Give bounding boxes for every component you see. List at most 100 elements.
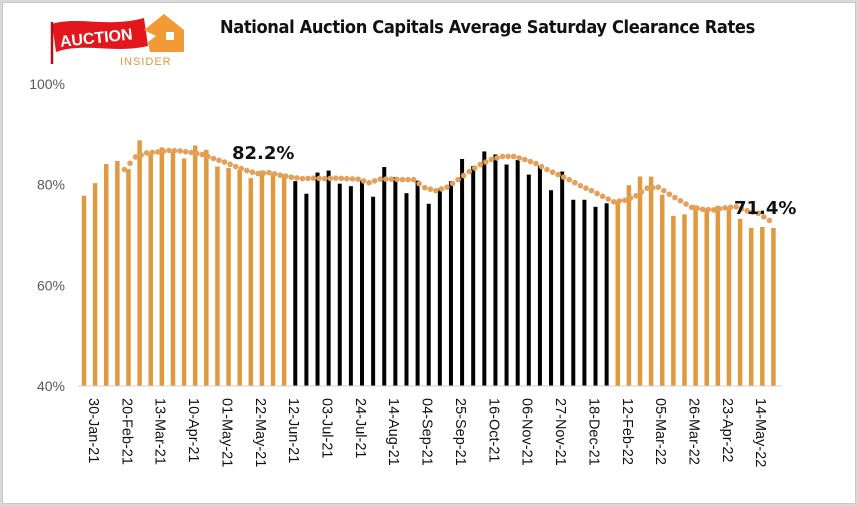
x-tick-label: 12-Jun-21 — [285, 398, 301, 463]
trend-point — [193, 150, 200, 157]
bar — [448, 181, 453, 386]
trend-point — [271, 171, 278, 177]
house-window-icon — [166, 32, 174, 40]
trend-point — [371, 178, 378, 184]
trend-point — [722, 205, 728, 211]
bar — [137, 140, 142, 386]
bar — [326, 170, 331, 386]
trend-point — [633, 192, 639, 199]
trend-point — [155, 149, 161, 155]
trend-point — [599, 193, 606, 200]
bar — [159, 147, 165, 386]
bar — [115, 161, 120, 386]
x-tick-label: 05-Mar-22 — [652, 398, 668, 465]
bar — [504, 164, 509, 386]
trend-point — [638, 189, 645, 195]
bar — [482, 151, 487, 386]
bar — [337, 183, 342, 386]
bar — [226, 168, 231, 386]
trend-point — [494, 155, 500, 161]
trend-point — [594, 190, 600, 197]
x-tick-label: 16-Oct-21 — [485, 398, 501, 462]
trend-point — [299, 175, 306, 182]
bar — [537, 165, 542, 386]
bar — [593, 206, 598, 386]
trend-point — [622, 197, 628, 204]
trend-point — [761, 214, 767, 220]
trend-point — [416, 180, 422, 187]
x-tick-label: 06-Nov-21 — [519, 398, 535, 466]
trend-point — [388, 176, 395, 182]
bar — [248, 178, 254, 386]
bar — [637, 176, 643, 386]
trend-point — [605, 196, 611, 202]
trend-point — [577, 182, 584, 189]
bar — [148, 154, 153, 386]
trend-point — [483, 159, 489, 165]
bar — [571, 199, 576, 386]
trend-point — [555, 171, 561, 178]
x-tick-label: 24-Jul-21 — [352, 398, 368, 458]
x-tick-label: 30-Jan-21 — [85, 398, 101, 463]
trend-point — [683, 201, 689, 207]
bar — [704, 208, 709, 386]
trend-point — [221, 159, 228, 165]
trend-point — [232, 163, 239, 170]
bar — [270, 174, 276, 386]
bar — [415, 180, 420, 386]
chart-title: National Auction Capitals Average Saturd… — [220, 18, 755, 38]
y-tick-label: 80% — [37, 177, 65, 193]
value-annotation: 82.2% — [232, 143, 294, 164]
trend-point — [572, 179, 578, 186]
trend-point — [471, 165, 478, 171]
trend-point — [349, 176, 356, 182]
logo-flag — [52, 18, 148, 52]
trend-point — [460, 172, 467, 179]
trend-point — [205, 153, 211, 160]
y-axis: 40% 60% 80% 100% — [29, 76, 65, 394]
bar — [493, 154, 498, 386]
trend-point — [527, 158, 534, 165]
trend-point — [672, 194, 678, 201]
x-tick-label: 01-May-21 — [218, 398, 234, 467]
trend-point — [316, 175, 322, 182]
bar — [393, 177, 398, 386]
x-tick-label: 12-Feb-22 — [619, 398, 635, 465]
trend-point — [510, 153, 517, 160]
bar — [560, 171, 565, 386]
bar — [426, 203, 431, 386]
bar — [771, 227, 776, 386]
bar — [549, 190, 554, 386]
y-tick-label: 60% — [37, 277, 65, 293]
trend-point — [360, 178, 367, 184]
trend-point — [260, 170, 267, 176]
trend-point — [666, 191, 673, 198]
bar — [192, 145, 198, 386]
trend-point — [766, 217, 773, 224]
bar — [304, 193, 309, 386]
trend-point — [711, 207, 717, 213]
bar — [259, 170, 265, 386]
trend-point — [644, 185, 650, 191]
trend-point — [694, 205, 700, 212]
trend-point — [438, 186, 445, 192]
trend-point — [733, 204, 739, 210]
x-tick-label: 27-Nov-21 — [552, 398, 568, 466]
bar — [737, 218, 743, 386]
x-tick-label: 03-Jul-21 — [319, 398, 335, 458]
trend-point — [366, 179, 372, 186]
trend-point — [538, 163, 545, 170]
trend-point — [505, 153, 511, 160]
trend-point — [282, 173, 289, 179]
trend-point — [377, 176, 384, 182]
trend-point — [744, 208, 750, 214]
bar — [526, 174, 531, 386]
trend-point — [677, 197, 684, 204]
y-tick-label: 40% — [37, 378, 65, 394]
bar — [293, 181, 298, 386]
trend-point — [755, 210, 762, 217]
bar — [237, 169, 242, 386]
trend-point — [444, 184, 450, 190]
x-tick-label: 22-May-21 — [252, 398, 268, 467]
x-tick-label: 14-Aug-21 — [385, 398, 401, 466]
